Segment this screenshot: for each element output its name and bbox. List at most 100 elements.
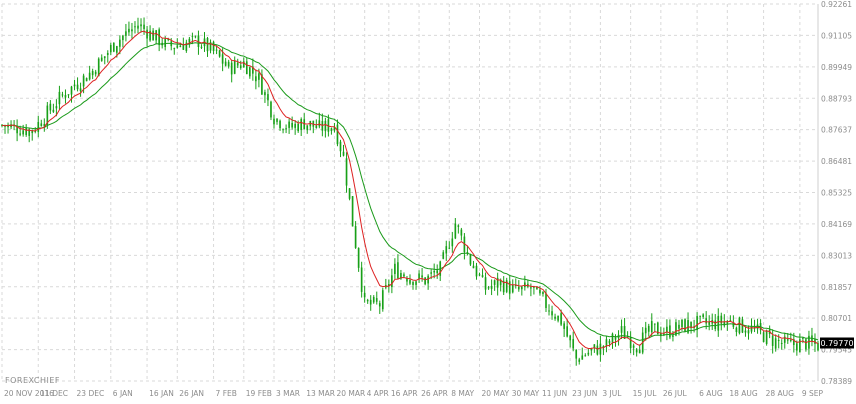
candle-body <box>647 325 650 332</box>
candle <box>702 313 704 319</box>
candle-body <box>378 303 381 307</box>
candle-body <box>484 277 487 290</box>
candle-body <box>155 30 157 41</box>
candle-body <box>300 119 303 131</box>
candle <box>218 49 221 58</box>
candle <box>572 331 575 352</box>
candle <box>61 91 64 98</box>
candle <box>76 77 79 92</box>
candle-body <box>264 92 266 96</box>
candle-body <box>22 130 24 135</box>
candle <box>469 253 472 266</box>
candle <box>212 40 215 55</box>
candle-body <box>744 330 747 333</box>
candle <box>366 298 369 304</box>
candle-body <box>233 60 236 74</box>
candle-body <box>705 318 708 324</box>
candle-body <box>252 66 254 74</box>
candle-body <box>324 120 327 132</box>
candle <box>551 305 553 320</box>
candle <box>73 79 76 91</box>
candle-body <box>569 335 572 341</box>
candle-body <box>638 350 641 354</box>
candle <box>112 42 115 53</box>
candle-body <box>134 26 136 28</box>
candle <box>369 295 372 311</box>
candle-body <box>436 270 439 274</box>
candle-body <box>85 78 88 82</box>
candle-body <box>551 311 553 316</box>
candle-body <box>258 73 260 80</box>
candle-body <box>690 321 692 329</box>
candle-body <box>457 225 460 227</box>
moving-average-slow-line <box>1 42 819 341</box>
candle-body <box>663 333 665 335</box>
candle <box>505 277 508 294</box>
candle-body <box>590 348 593 351</box>
candle-body <box>363 292 366 298</box>
candle <box>554 313 556 321</box>
candle-body <box>817 343 819 351</box>
candle <box>348 188 351 201</box>
candle-body <box>209 42 212 51</box>
candle <box>783 332 786 349</box>
candle <box>596 340 599 356</box>
candle <box>650 313 653 337</box>
candle-body <box>318 120 321 127</box>
candle <box>406 276 408 286</box>
candle-body <box>475 265 478 277</box>
candle <box>412 281 414 290</box>
candle-body <box>140 24 142 27</box>
candle-layer <box>1 17 819 366</box>
candle <box>487 285 490 290</box>
candle-body <box>16 127 18 134</box>
candle <box>475 262 478 280</box>
candle-body <box>505 280 508 292</box>
candle <box>584 353 587 357</box>
candle-body <box>430 272 432 274</box>
y-tick-label: 0.86481 <box>821 157 852 166</box>
candle <box>252 58 254 81</box>
candle-body <box>487 287 490 289</box>
candle-body <box>330 128 333 131</box>
candle-body <box>218 50 221 57</box>
candle-body <box>109 44 112 53</box>
candle-body <box>351 196 354 227</box>
candle <box>85 77 88 82</box>
x-tick-label: 26 JAN <box>179 389 204 398</box>
candle <box>125 23 127 42</box>
candle <box>273 114 275 129</box>
candle <box>445 240 448 261</box>
candle <box>200 44 203 50</box>
candle <box>342 144 345 157</box>
candle-body <box>25 127 28 135</box>
candle-body <box>780 343 783 345</box>
candle-body <box>614 336 617 340</box>
candle-body <box>669 325 671 338</box>
candle <box>635 347 638 357</box>
candle-body <box>146 29 148 39</box>
current-price-tag-bg <box>820 337 854 349</box>
candle <box>109 42 112 56</box>
candle-body <box>481 275 484 278</box>
candle <box>16 119 18 142</box>
candle <box>575 349 578 366</box>
candle <box>520 285 523 296</box>
candle <box>681 319 683 331</box>
candle-body <box>255 76 257 82</box>
candle-body <box>539 289 541 294</box>
candle <box>629 331 632 354</box>
candle <box>106 50 109 63</box>
candle-body <box>336 124 339 145</box>
candle <box>660 326 662 342</box>
candle <box>37 115 40 138</box>
x-tick-label: 11 DEC <box>40 389 68 398</box>
candle <box>315 119 318 129</box>
candle <box>599 335 602 362</box>
candle <box>569 335 572 348</box>
candle <box>611 332 614 349</box>
candle <box>239 60 242 70</box>
candle-body <box>40 123 43 127</box>
candle-body <box>472 265 475 269</box>
x-tick-label: 15 JUL <box>633 389 658 398</box>
